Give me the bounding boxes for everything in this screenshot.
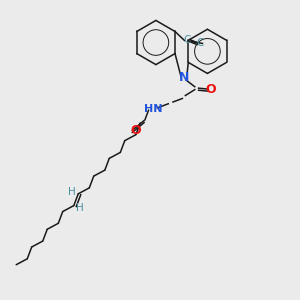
Text: C: C xyxy=(196,38,204,47)
Text: C: C xyxy=(183,34,190,45)
Text: HN: HN xyxy=(144,104,162,114)
Text: O: O xyxy=(205,83,216,96)
Text: N: N xyxy=(179,71,189,84)
Text: H: H xyxy=(68,187,76,197)
Text: H: H xyxy=(76,202,84,212)
Text: O: O xyxy=(130,124,141,137)
